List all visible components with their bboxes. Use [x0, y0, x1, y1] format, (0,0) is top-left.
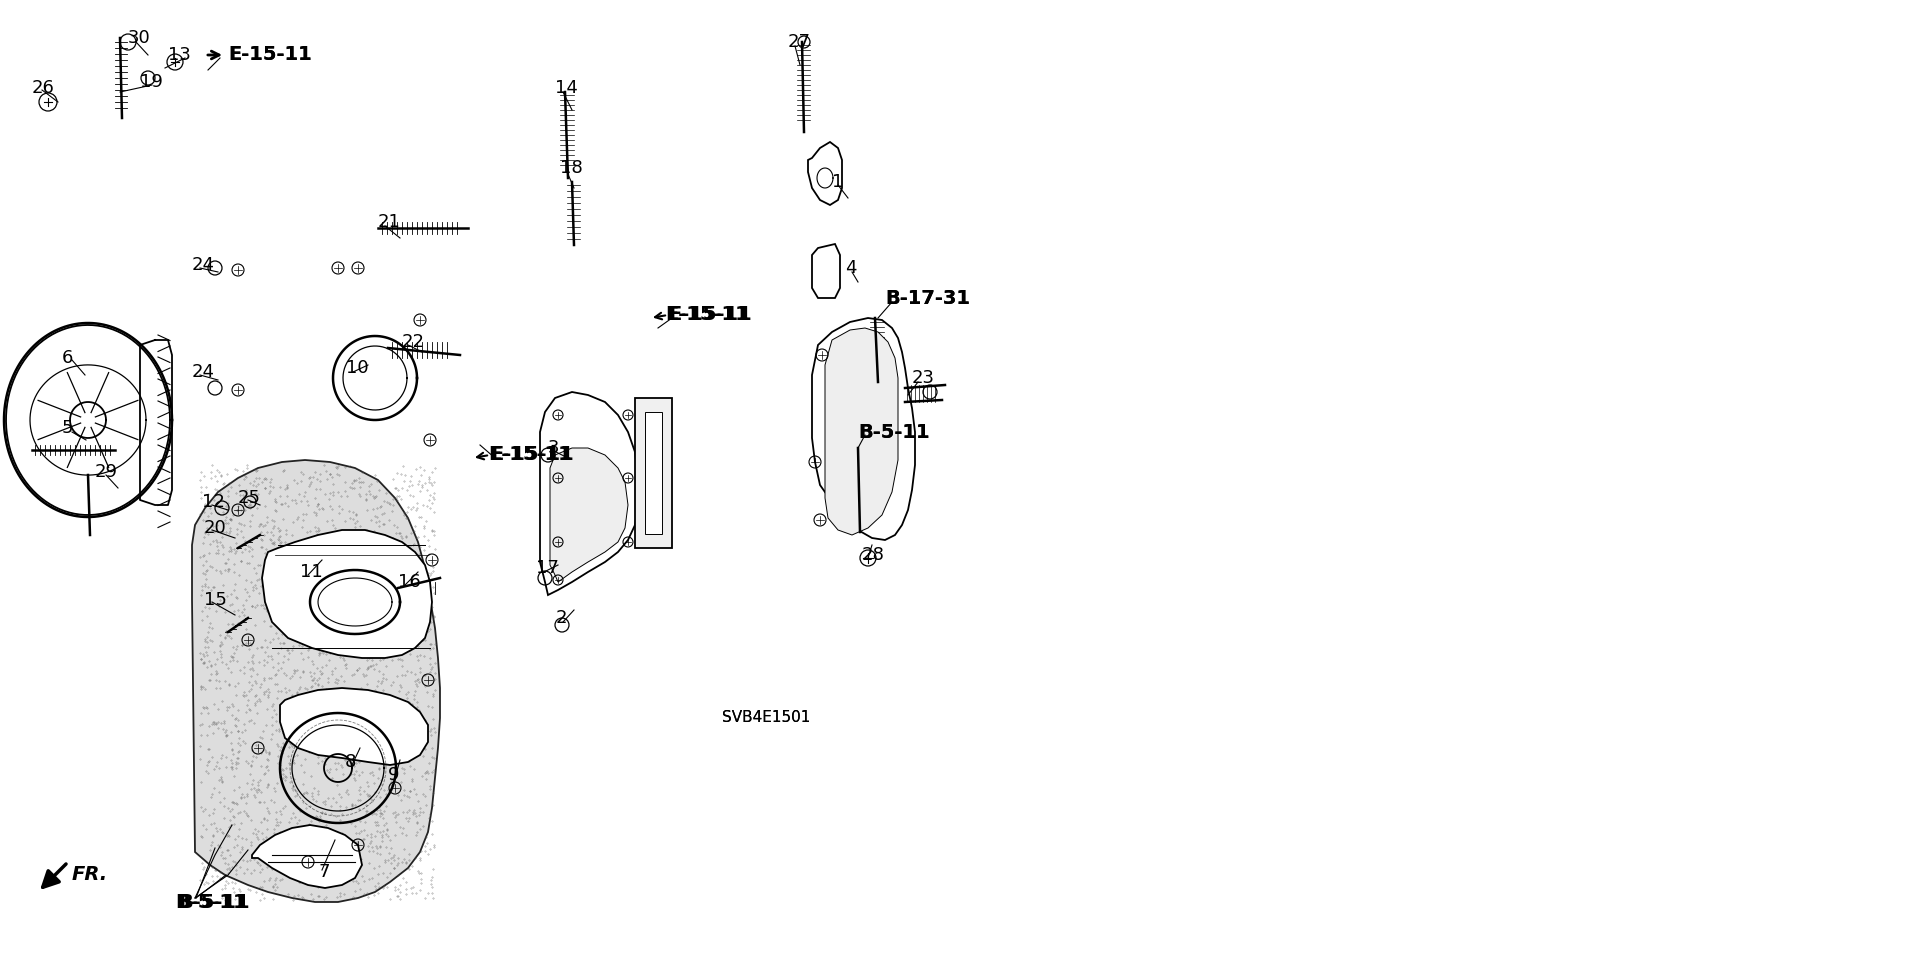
Text: 24: 24 — [192, 363, 215, 381]
Text: B-5-11: B-5-11 — [179, 893, 250, 911]
Text: E-15-11: E-15-11 — [228, 45, 311, 64]
Text: 7: 7 — [319, 863, 330, 881]
Text: 30: 30 — [129, 29, 152, 47]
Text: 16: 16 — [397, 573, 420, 591]
Polygon shape — [280, 688, 428, 765]
Text: 2: 2 — [557, 609, 568, 627]
Text: 9: 9 — [388, 766, 399, 784]
Polygon shape — [252, 825, 363, 888]
Text: 4: 4 — [845, 259, 856, 277]
Text: 12: 12 — [202, 493, 225, 511]
Text: E-15-11: E-15-11 — [490, 446, 574, 464]
Text: B-17-31: B-17-31 — [885, 289, 970, 308]
Polygon shape — [826, 328, 899, 535]
Text: SVB4E1501: SVB4E1501 — [722, 711, 810, 726]
Polygon shape — [808, 142, 843, 205]
Text: 13: 13 — [169, 46, 190, 64]
Text: E-15-11: E-15-11 — [488, 446, 572, 464]
Polygon shape — [812, 244, 841, 298]
Text: 28: 28 — [862, 546, 885, 564]
Text: 8: 8 — [346, 753, 357, 771]
Text: 24: 24 — [192, 256, 215, 274]
Text: 18: 18 — [561, 159, 584, 177]
Text: 5: 5 — [61, 419, 73, 437]
Text: 25: 25 — [238, 489, 261, 507]
Text: 21: 21 — [378, 213, 401, 231]
Text: 15: 15 — [204, 591, 227, 609]
Polygon shape — [192, 460, 440, 902]
Text: 23: 23 — [912, 369, 935, 387]
Text: 26: 26 — [33, 79, 56, 97]
Text: 6: 6 — [61, 349, 73, 367]
Polygon shape — [645, 412, 662, 534]
Text: 17: 17 — [536, 559, 559, 577]
Text: 19: 19 — [140, 73, 163, 91]
Text: 29: 29 — [94, 463, 117, 481]
Text: FR.: FR. — [73, 866, 108, 884]
Text: B-5-11: B-5-11 — [858, 423, 929, 441]
Polygon shape — [549, 448, 628, 582]
Text: 11: 11 — [300, 563, 323, 581]
Text: B-5-11: B-5-11 — [858, 423, 929, 441]
Text: 3: 3 — [547, 439, 559, 457]
Text: E-15-11: E-15-11 — [668, 306, 753, 324]
Polygon shape — [636, 398, 672, 548]
Text: SVB4E1501: SVB4E1501 — [722, 711, 810, 726]
Text: E-15-11: E-15-11 — [228, 45, 311, 64]
Polygon shape — [812, 318, 916, 540]
Text: 27: 27 — [787, 33, 810, 51]
Text: 1: 1 — [831, 173, 843, 191]
Text: E-15-11: E-15-11 — [664, 306, 749, 324]
Text: 10: 10 — [346, 359, 369, 377]
Polygon shape — [261, 530, 432, 658]
Text: B-17-31: B-17-31 — [885, 289, 970, 308]
Text: B-5-11: B-5-11 — [175, 893, 246, 911]
Text: 22: 22 — [401, 333, 424, 351]
Polygon shape — [540, 392, 637, 595]
Text: 14: 14 — [555, 79, 578, 97]
Text: 20: 20 — [204, 519, 227, 537]
